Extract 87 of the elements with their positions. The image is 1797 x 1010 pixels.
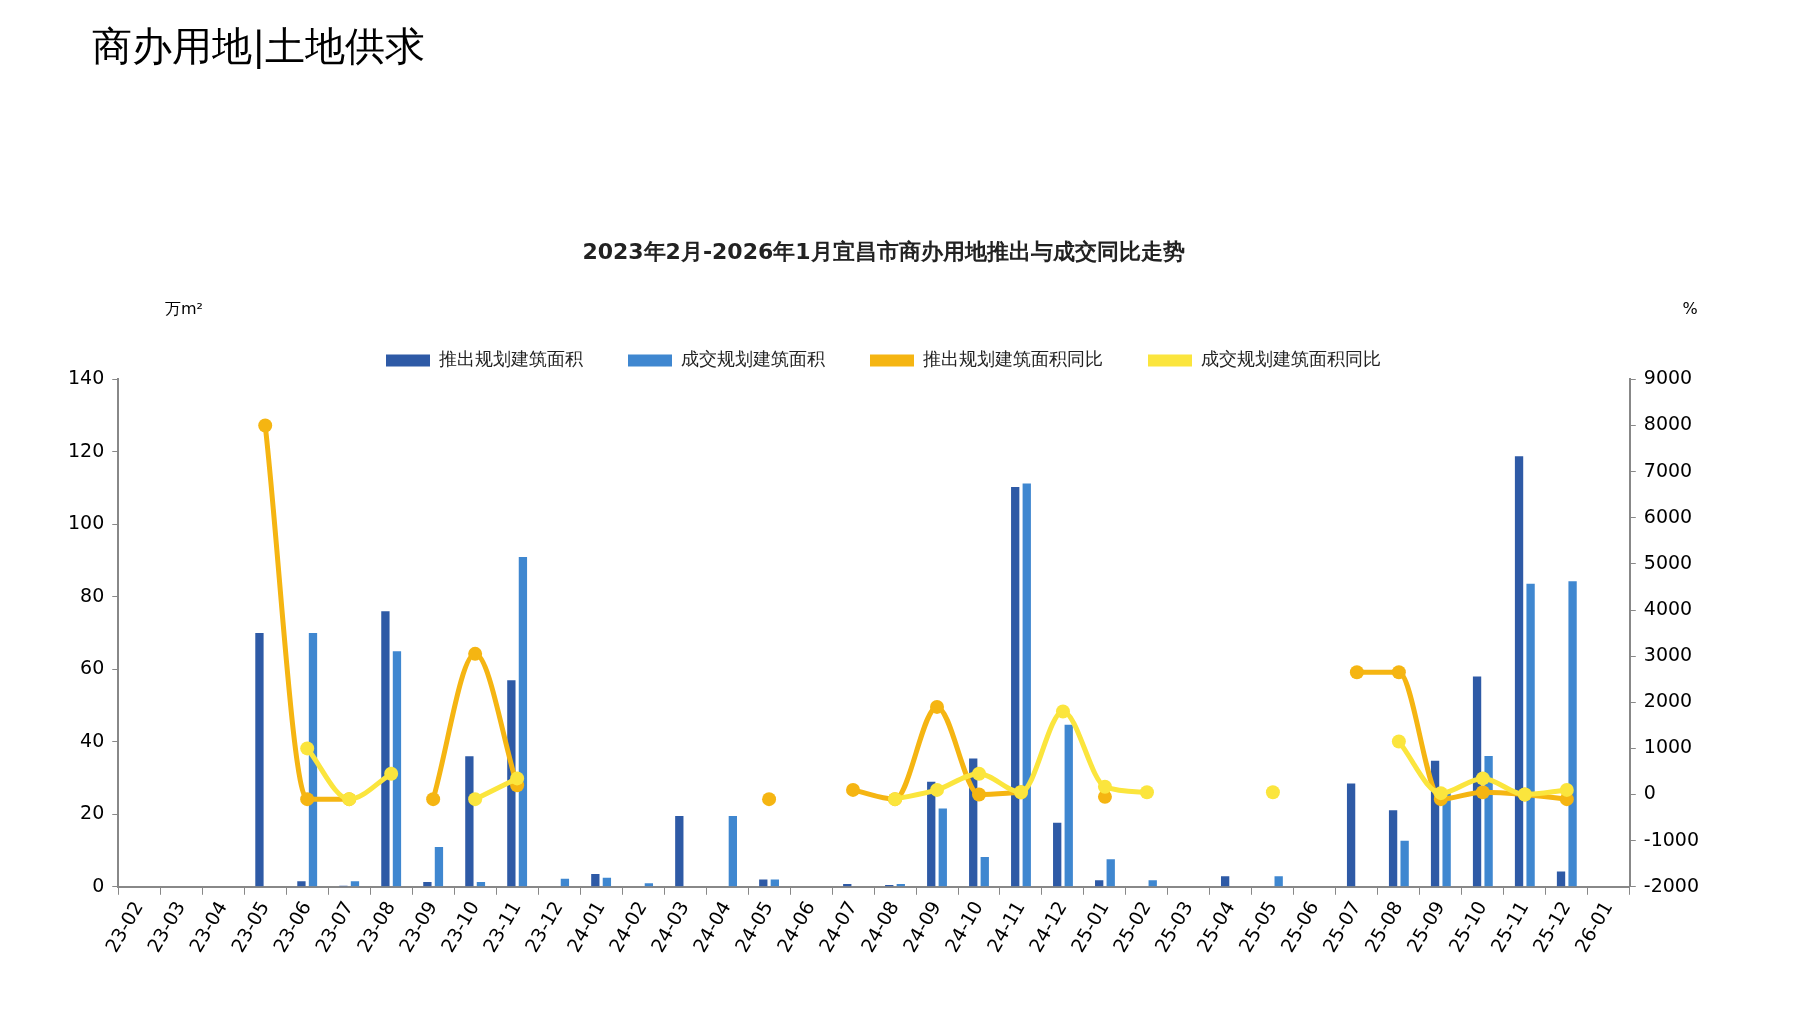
legend-label: 成交规划建筑面积同比 bbox=[1201, 348, 1381, 370]
bar bbox=[1011, 487, 1020, 887]
point bbox=[762, 792, 777, 807]
point bbox=[510, 771, 525, 786]
bar bbox=[518, 556, 528, 887]
bar bbox=[1388, 810, 1398, 887]
legend-label: 推出规划建筑面积 bbox=[439, 348, 583, 370]
point bbox=[1475, 771, 1490, 786]
bar bbox=[1556, 871, 1566, 887]
y-tick-label: 40 bbox=[80, 728, 105, 751]
bar bbox=[1220, 876, 1230, 887]
point bbox=[846, 782, 861, 797]
y2-tick-label: -2000 bbox=[1643, 873, 1700, 896]
bar bbox=[1064, 724, 1073, 887]
bar bbox=[644, 883, 654, 887]
chart-title: 2023年2月-2026年1月宜昌市商办用地推出与成交同比走势 bbox=[582, 238, 1185, 264]
y-tick-label: 60 bbox=[80, 656, 105, 679]
bar bbox=[1400, 840, 1409, 887]
legend-label: 成交规划建筑面积 bbox=[681, 348, 825, 370]
legend-label: 推出规划建筑面积同比 bbox=[923, 348, 1103, 370]
point bbox=[1433, 786, 1448, 801]
y2-tick-label: 0 bbox=[1643, 781, 1656, 804]
point bbox=[1475, 785, 1490, 800]
point bbox=[468, 646, 483, 661]
point bbox=[1559, 782, 1574, 797]
bar bbox=[1514, 456, 1524, 887]
bar bbox=[1022, 483, 1031, 887]
bar bbox=[1148, 880, 1157, 887]
bar bbox=[476, 882, 486, 887]
point bbox=[300, 792, 315, 807]
bar bbox=[728, 816, 737, 887]
bar bbox=[465, 756, 474, 887]
point bbox=[258, 418, 273, 433]
point bbox=[1265, 785, 1280, 800]
point bbox=[468, 792, 483, 807]
bar bbox=[591, 874, 600, 887]
bar bbox=[938, 808, 947, 887]
y-tick-label: 140 bbox=[68, 366, 105, 389]
y2-axis-title: % bbox=[1682, 299, 1698, 319]
point bbox=[930, 782, 945, 797]
y2-tick-label: 8000 bbox=[1643, 412, 1693, 435]
bar bbox=[423, 882, 432, 887]
bar bbox=[1053, 822, 1062, 887]
point bbox=[1391, 734, 1406, 749]
point bbox=[930, 699, 945, 714]
y-axis-title: 万m² bbox=[165, 299, 203, 319]
y2-tick-label: 2000 bbox=[1643, 689, 1693, 712]
y2-tick-label: 7000 bbox=[1643, 458, 1693, 481]
point bbox=[972, 787, 986, 802]
bar bbox=[434, 846, 444, 887]
bar bbox=[602, 877, 612, 887]
text: 商办用地|土地供求 bbox=[92, 23, 426, 70]
bar bbox=[350, 881, 360, 887]
y2-tick-label: -1000 bbox=[1643, 827, 1700, 850]
bar bbox=[1526, 583, 1535, 887]
y-tick-label: 0 bbox=[92, 873, 105, 896]
point bbox=[1097, 779, 1112, 794]
y2-tick-label: 3000 bbox=[1643, 643, 1693, 666]
bar bbox=[381, 611, 390, 887]
point bbox=[384, 766, 399, 781]
bar bbox=[1568, 581, 1577, 887]
point bbox=[1349, 665, 1364, 680]
bar bbox=[675, 816, 684, 887]
y-tick-label: 20 bbox=[80, 801, 105, 824]
y-tick-label: 100 bbox=[68, 511, 105, 534]
point bbox=[300, 741, 315, 756]
y2-tick-label: 5000 bbox=[1643, 550, 1693, 573]
point bbox=[1055, 704, 1070, 719]
y2-tick-label: 1000 bbox=[1643, 735, 1693, 758]
bar bbox=[1095, 880, 1104, 887]
bar bbox=[1106, 859, 1115, 887]
point bbox=[426, 792, 441, 807]
bar bbox=[392, 651, 402, 887]
bar bbox=[1346, 783, 1356, 887]
point bbox=[1139, 785, 1154, 800]
y2-tick-label: 9000 bbox=[1643, 366, 1693, 389]
bar bbox=[297, 881, 306, 887]
y-tick-label: 80 bbox=[80, 583, 105, 606]
y2-tick-label: 6000 bbox=[1643, 504, 1693, 527]
bar bbox=[560, 878, 570, 887]
bar bbox=[1274, 876, 1283, 887]
bar bbox=[980, 857, 989, 887]
point bbox=[972, 766, 986, 781]
bar bbox=[255, 633, 264, 887]
y2-tick-label: 4000 bbox=[1643, 596, 1693, 619]
point bbox=[1391, 665, 1406, 680]
y-tick-label: 120 bbox=[68, 438, 105, 461]
